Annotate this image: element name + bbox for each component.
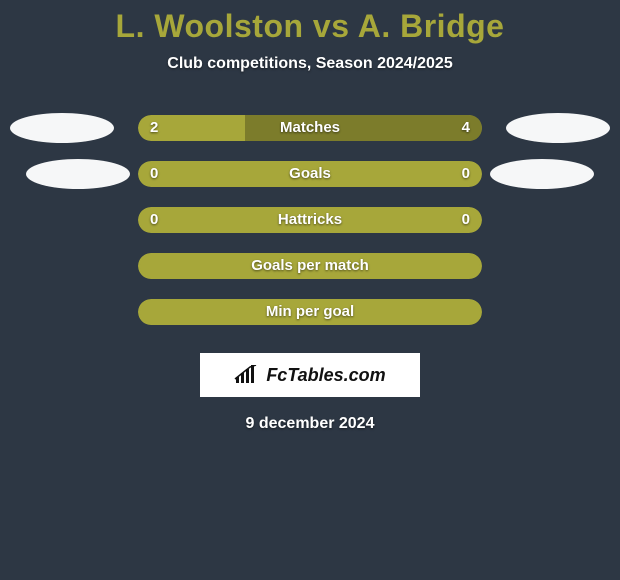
stat-label: Matches xyxy=(138,115,482,141)
player-right-slot xyxy=(506,113,610,143)
stat-row: 0Goals0 xyxy=(0,151,620,197)
page-subtitle: Club competitions, Season 2024/2025 xyxy=(0,55,620,73)
stat-bar: 0Goals0 xyxy=(138,161,482,187)
brand-badge: FcTables.com xyxy=(200,353,420,397)
stat-rows: 2Matches40Goals00Hattricks0Goals per mat… xyxy=(0,105,620,335)
stat-row: Min per goal xyxy=(0,289,620,335)
stat-bar: Goals per match xyxy=(138,253,482,279)
stat-row: 0Hattricks0 xyxy=(0,197,620,243)
comparison-infographic: L. Woolston vs A. Bridge Club competitio… xyxy=(0,0,620,580)
stat-row: Goals per match xyxy=(0,243,620,289)
stat-right-value: 4 xyxy=(462,115,470,141)
stat-label: Goals xyxy=(138,161,482,187)
stat-label: Hattricks xyxy=(138,207,482,233)
brand-text: FcTables.com xyxy=(266,365,385,386)
stat-bar: 2Matches4 xyxy=(138,115,482,141)
stat-bar: Min per goal xyxy=(138,299,482,325)
chart-icon xyxy=(234,365,260,385)
date-text: 9 december 2024 xyxy=(0,415,620,433)
page-title: L. Woolston vs A. Bridge xyxy=(0,0,620,45)
stat-bar: 0Hattricks0 xyxy=(138,207,482,233)
player-right-slot xyxy=(490,159,594,189)
player-left-slot xyxy=(10,113,114,143)
stat-label: Goals per match xyxy=(138,253,482,279)
player-left-slot xyxy=(26,159,130,189)
stat-right-value: 0 xyxy=(462,161,470,187)
stat-row: 2Matches4 xyxy=(0,105,620,151)
stat-right-value: 0 xyxy=(462,207,470,233)
stat-label: Min per goal xyxy=(138,299,482,325)
